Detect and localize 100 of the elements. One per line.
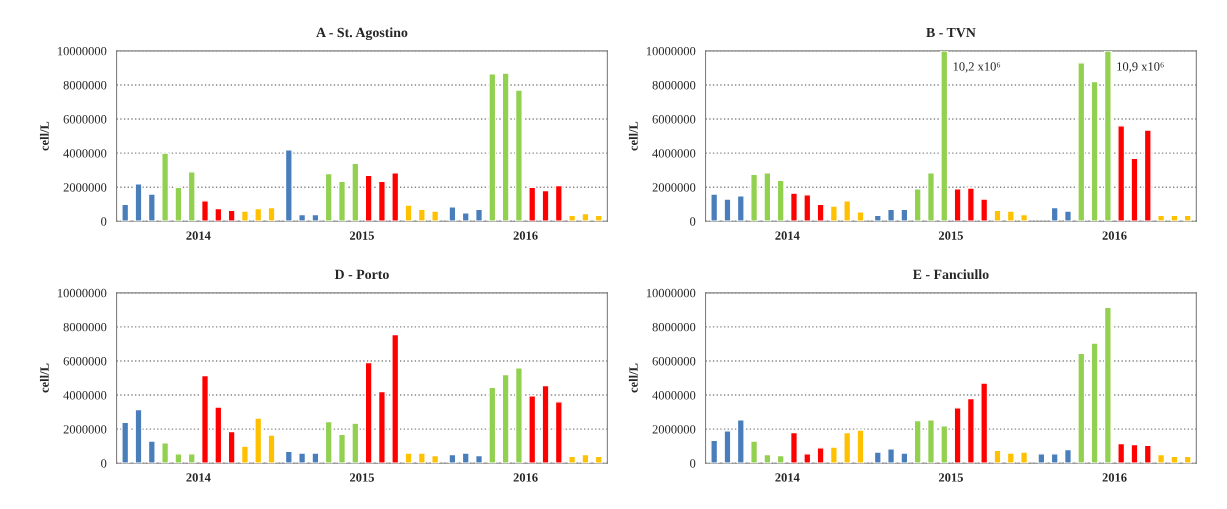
x-tick-label: 2016 [513, 231, 538, 240]
bar [1063, 448, 1072, 464]
bar [448, 453, 457, 464]
bar [1157, 453, 1166, 464]
bar [1006, 452, 1015, 464]
bar [856, 429, 865, 464]
bar [568, 455, 577, 464]
bar [1037, 453, 1046, 464]
x-tick-label: 2015 [349, 473, 375, 482]
y-axis-title: cell/L [628, 121, 638, 151]
bar [1020, 213, 1029, 222]
bar [1077, 352, 1086, 464]
bar [710, 193, 719, 222]
bar [147, 193, 156, 222]
y-tick-label: 2000000 [652, 183, 696, 192]
bar [254, 417, 263, 464]
y-axis-title: cell/L [628, 363, 638, 393]
bar [887, 208, 896, 222]
bar [581, 453, 590, 464]
bar [404, 204, 413, 222]
bar [200, 374, 210, 464]
bar [417, 452, 426, 464]
bar [803, 194, 812, 222]
bar [324, 172, 333, 222]
bar [926, 419, 935, 464]
x-tick-label: 2014 [186, 231, 211, 240]
bar [1117, 125, 1126, 222]
bar [377, 390, 386, 464]
bar [1050, 453, 1059, 464]
bar [1103, 50, 1112, 222]
bar [1143, 444, 1152, 464]
bar [554, 401, 563, 464]
bar [750, 173, 759, 222]
y-tick-label: 6000000 [652, 356, 696, 366]
bar [993, 209, 1002, 222]
bar [337, 180, 347, 222]
bar [900, 452, 909, 464]
bar [311, 213, 320, 222]
bar [404, 452, 413, 464]
bar [284, 149, 293, 222]
chart-title: E - Fanciullo [912, 269, 989, 280]
chart-title: B - TVN [926, 27, 976, 38]
bar [1157, 214, 1166, 222]
bar [843, 200, 852, 222]
y-tick-label: 6000000 [652, 115, 696, 124]
bar [514, 367, 523, 464]
bar [993, 449, 1002, 464]
x-tick-label: 2014 [186, 473, 211, 482]
y-tick-label: 4000000 [652, 149, 696, 158]
bar [1090, 342, 1099, 464]
bar [267, 206, 276, 222]
bar [528, 186, 537, 222]
bar [776, 179, 785, 222]
bar [474, 454, 484, 464]
chart-title: A - St. Agostino [316, 27, 408, 41]
bar [431, 454, 440, 464]
bar [554, 184, 563, 222]
bar [187, 453, 196, 464]
bar [488, 73, 497, 222]
bar [240, 210, 249, 222]
bar [121, 203, 130, 222]
y-tick-label: 8000000 [652, 322, 696, 332]
bar [816, 203, 825, 222]
bar [843, 431, 852, 464]
bar [980, 382, 989, 464]
bar [337, 433, 347, 464]
bar [431, 210, 440, 222]
bar [1006, 210, 1015, 222]
bar [594, 214, 603, 222]
bar [887, 448, 896, 464]
annotation: 10,9 x10⁶ [1117, 62, 1164, 73]
y-tick-label: 8000000 [63, 81, 107, 90]
bar [227, 209, 236, 222]
bar [953, 188, 962, 222]
bar [789, 431, 798, 464]
bar [763, 172, 772, 222]
y-tick-label: 4000000 [63, 391, 107, 400]
y-tick-label: 8000000 [63, 322, 107, 332]
bar [873, 214, 882, 222]
x-tick-label: 2015 [938, 231, 963, 240]
bar [966, 187, 975, 222]
bar [298, 452, 307, 464]
y-axis-title: cell/L [39, 363, 49, 393]
y-tick-label: 10000000 [57, 288, 107, 298]
bar [940, 50, 949, 222]
y-tick-label: 4000000 [63, 149, 107, 158]
bar [417, 208, 426, 222]
bar [1130, 443, 1139, 464]
bar [710, 439, 719, 464]
bar [391, 333, 400, 464]
y-tick-label: 8000000 [652, 81, 696, 90]
bar [134, 408, 143, 464]
bar [873, 451, 882, 464]
bar [174, 453, 183, 464]
chart-title: D - Porto [334, 269, 389, 280]
x-tick-label: 2016 [1102, 231, 1127, 240]
bar [723, 198, 732, 222]
bar [174, 186, 183, 222]
y-tick-label: 0 [101, 459, 107, 468]
bar [803, 453, 812, 464]
